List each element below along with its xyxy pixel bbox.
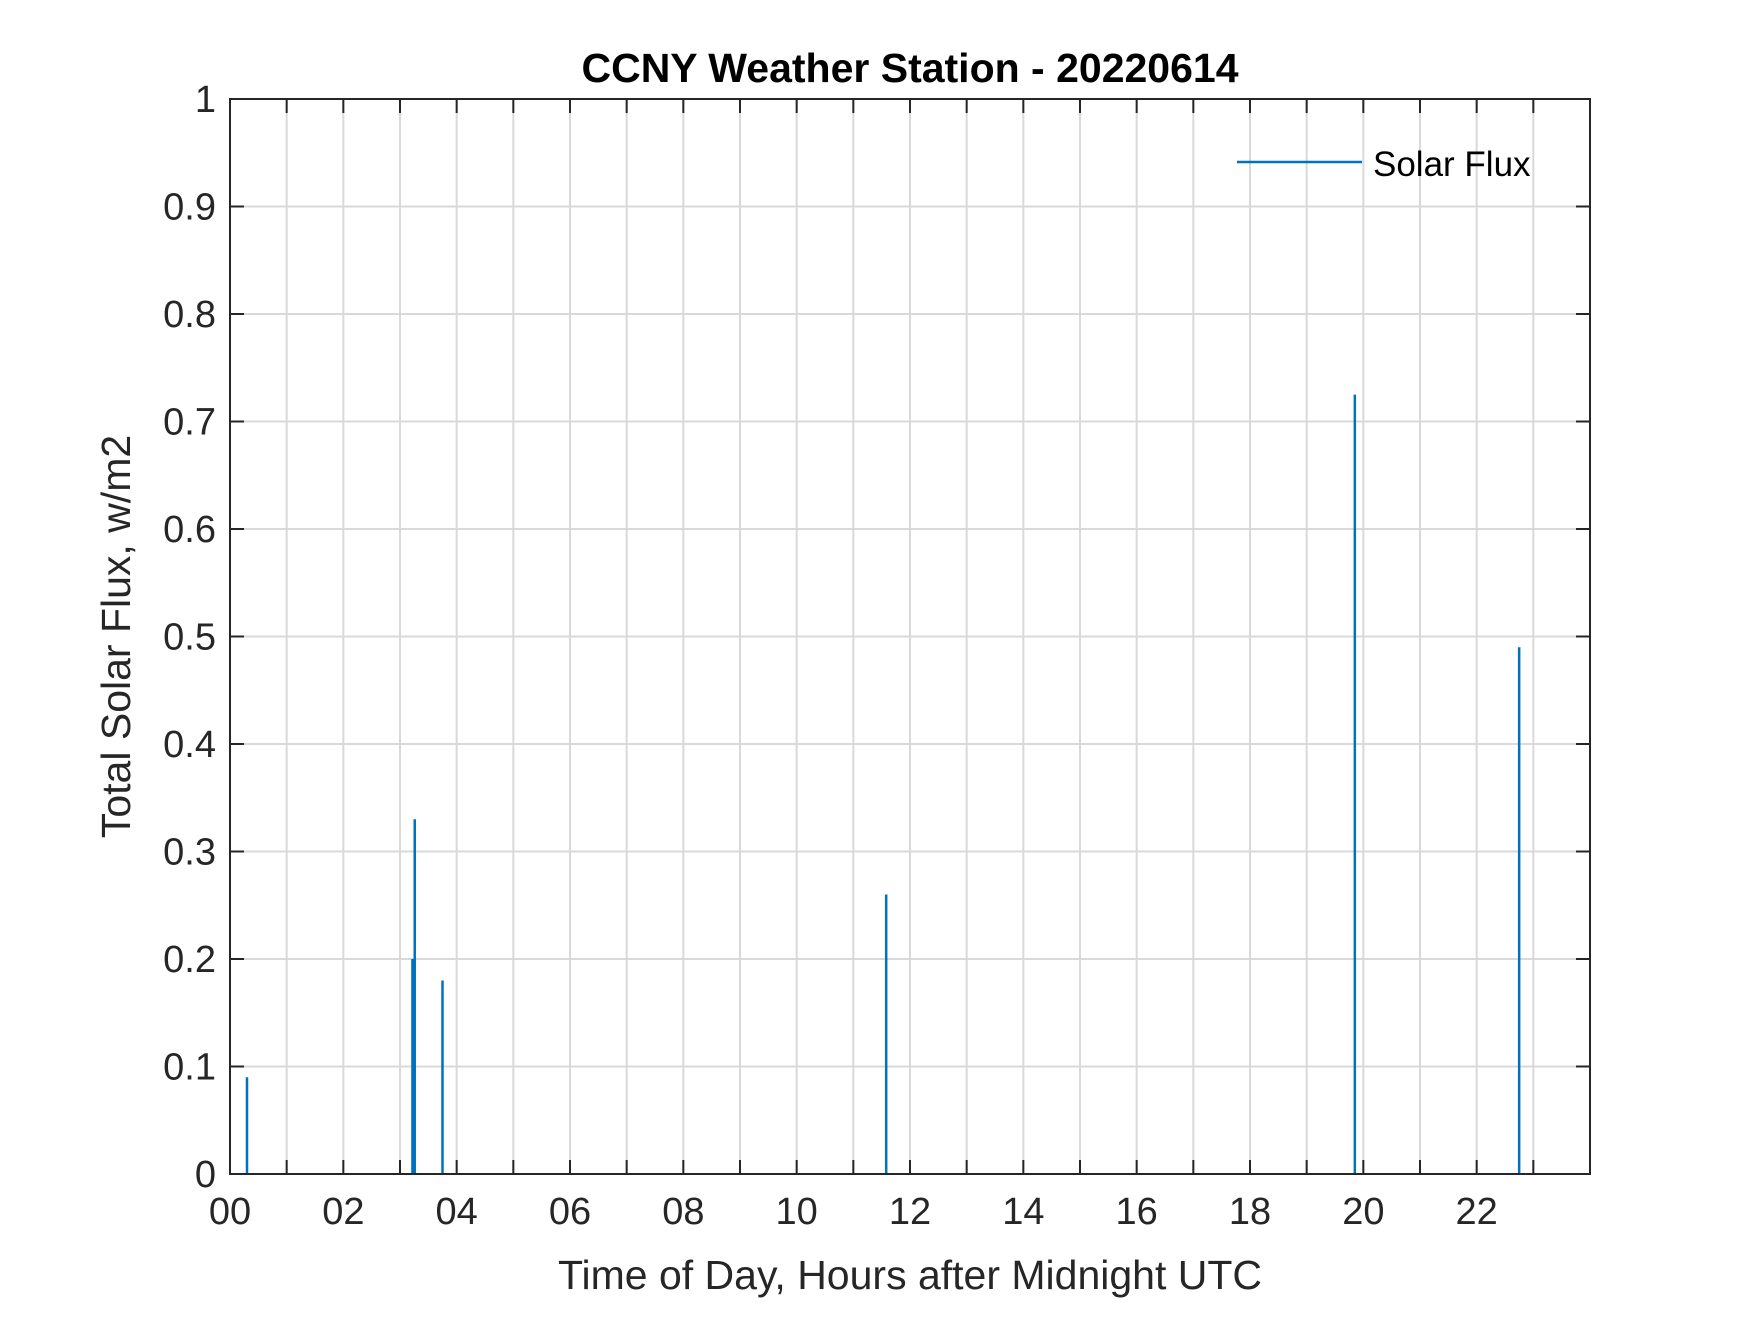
y-tick-label: 0.5 (163, 617, 216, 659)
x-axis-label: Time of Day, Hours after Midnight UTC (558, 1252, 1262, 1298)
y-tick-label: 0.3 (163, 832, 216, 874)
y-tick-label: 0.2 (163, 939, 216, 981)
y-tick-label: 1 (195, 79, 216, 121)
y-tick-label: 0.1 (163, 1047, 216, 1089)
x-tick-label: 02 (322, 1191, 364, 1233)
y-tick-labels: 0 0.1 0.2 0.3 0.4 0.5 0.6 0.7 0.8 0.9 1 (163, 79, 216, 1196)
legend: Solar Flux (1237, 145, 1531, 184)
x-tick-label: 20 (1342, 1191, 1384, 1233)
y-tick-label: 0 (195, 1154, 216, 1196)
y-tick-label: 0.9 (163, 187, 216, 229)
legend-label-solar-flux: Solar Flux (1373, 145, 1531, 184)
x-tick-label: 18 (1229, 1191, 1271, 1233)
y-tick-label: 0.4 (163, 724, 216, 766)
x-tick-label: 10 (776, 1191, 818, 1233)
y-tick-label: 0.6 (163, 509, 216, 551)
y-tick-label: 0.8 (163, 294, 216, 336)
x-tick-label: 14 (1002, 1191, 1044, 1233)
chart-title: CCNY Weather Station - 20220614 (581, 45, 1238, 91)
x-tick-label: 06 (549, 1191, 591, 1233)
y-axis-label: Total Solar Flux, w/m2 (93, 435, 139, 838)
x-tick-label: 12 (889, 1191, 931, 1233)
x-tick-label: 08 (662, 1191, 704, 1233)
x-tick-labels: 00 02 04 06 08 10 12 14 16 18 20 22 (209, 1191, 1498, 1233)
x-tick-label: 00 (209, 1191, 251, 1233)
x-tick-label: 22 (1456, 1191, 1498, 1233)
ticks (230, 99, 1590, 1174)
x-tick-label: 04 (436, 1191, 478, 1233)
y-tick-label: 0.7 (163, 402, 216, 444)
grid (230, 99, 1590, 1174)
x-tick-label: 16 (1116, 1191, 1158, 1233)
